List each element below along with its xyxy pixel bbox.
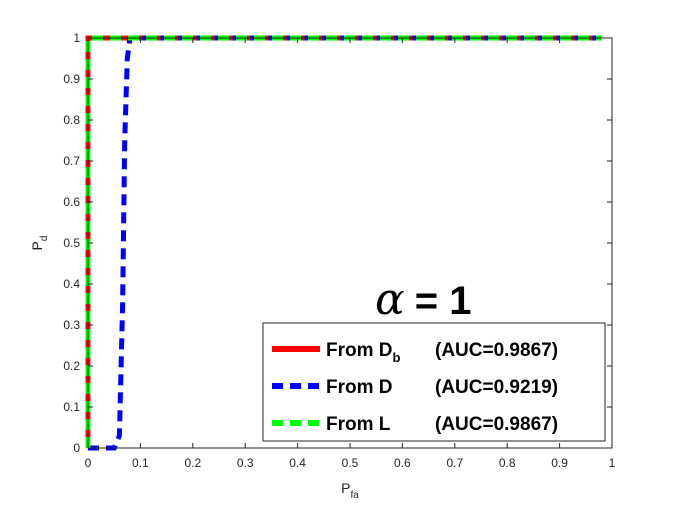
x-tick-label: 0.8 [499,456,516,470]
y-tick-label: 0.8 [63,113,80,127]
legend-label-2: From D [326,377,393,398]
y-tick-label: 0.3 [63,318,80,332]
y-tick-label: 0 [73,441,80,455]
legend-auc-2: (AUC=0.9219) [435,377,558,398]
legend-auc-1: (AUC=0.9867) [435,340,558,361]
x-tick-label: 0.5 [342,456,359,470]
alpha-annotation: α = 1 [375,274,471,325]
y-tick-label: 0.5 [63,236,80,250]
legend-label-subscript: b [393,350,401,365]
y-tick-label: 0.1 [63,400,80,414]
alpha-symbol: α [375,274,405,325]
legend-box [262,322,606,442]
legend-label-1: From Db [326,340,401,365]
legend-label-main: From D [326,377,393,398]
x-tick-label: 0.6 [394,456,411,470]
legend: From Db (AUC=0.9867) From D (AUC=0.9219) Fro… [262,322,606,442]
legend-label-main: From D [326,340,393,361]
x-tick-label: 0.7 [446,456,463,470]
ticks-layer: 0 0.1 0.2 0.3 0.4 0.5 0.6 0.7 0.8 0.9 1 0 0.1 0.2 0.3 0… [63,31,615,470]
y-tick-label: 0.7 [63,154,80,168]
y-tick-label: 0.6 [63,195,80,209]
x-axis-label: Pfa [341,480,359,501]
x-tick-label: 0.4 [289,456,306,470]
x-tick-label: 0.2 [184,456,201,470]
x-tick-label: 0.3 [237,456,254,470]
y-axis-label: Pd [29,236,50,251]
y-tick-label: 1 [73,31,80,45]
x-tick-label: 0.9 [551,456,568,470]
y-tick-label: 0.4 [63,277,80,291]
x-tick-label: 0.1 [132,456,149,470]
legend-label-main: From L [326,414,391,435]
x-tick-label: 1 [609,456,616,470]
legend-label-3: From L [326,414,391,435]
y-tick-label: 0.2 [63,359,80,373]
legend-auc-3: (AUC=0.9867) [435,414,558,435]
x-tick-label: 0 [85,456,92,470]
series-line-2 [88,35,602,451]
y-tick-label: 0.9 [63,72,80,86]
alpha-value: = 1 [415,279,472,323]
